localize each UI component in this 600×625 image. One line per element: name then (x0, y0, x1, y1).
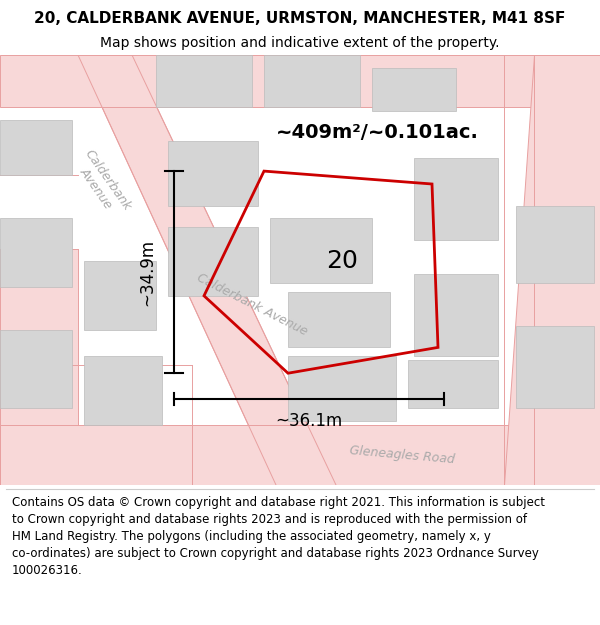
Polygon shape (408, 360, 498, 408)
Polygon shape (414, 158, 498, 240)
Polygon shape (270, 218, 372, 283)
Polygon shape (84, 356, 162, 425)
Polygon shape (0, 119, 72, 176)
Text: ~409m²/~0.101ac.: ~409m²/~0.101ac. (276, 123, 479, 142)
Polygon shape (264, 55, 360, 107)
Polygon shape (78, 55, 336, 485)
Text: Gleneagles Road: Gleneagles Road (349, 444, 455, 466)
Polygon shape (84, 261, 156, 330)
Polygon shape (0, 330, 72, 408)
Polygon shape (504, 55, 600, 485)
Polygon shape (288, 356, 396, 421)
Polygon shape (0, 55, 600, 107)
Polygon shape (180, 425, 600, 485)
Text: Calderbank
Avenue: Calderbank Avenue (70, 147, 134, 221)
Polygon shape (156, 55, 252, 107)
Text: Map shows position and indicative extent of the property.: Map shows position and indicative extent… (100, 36, 500, 50)
Text: Contains OS data © Crown copyright and database right 2021. This information is : Contains OS data © Crown copyright and d… (12, 496, 545, 578)
Polygon shape (168, 141, 258, 206)
Polygon shape (288, 291, 390, 348)
Polygon shape (414, 274, 498, 356)
Polygon shape (0, 425, 192, 485)
Text: Calderbank Avenue: Calderbank Avenue (194, 271, 310, 338)
Text: ~34.9m: ~34.9m (138, 239, 156, 306)
Polygon shape (372, 68, 456, 111)
Text: 20: 20 (326, 249, 358, 273)
Polygon shape (516, 206, 594, 283)
Polygon shape (0, 249, 78, 485)
Text: 20, CALDERBANK AVENUE, URMSTON, MANCHESTER, M41 8SF: 20, CALDERBANK AVENUE, URMSTON, MANCHEST… (34, 11, 566, 26)
Polygon shape (516, 326, 594, 408)
Polygon shape (0, 218, 72, 288)
Text: ~36.1m: ~36.1m (275, 412, 343, 430)
Polygon shape (168, 227, 258, 296)
